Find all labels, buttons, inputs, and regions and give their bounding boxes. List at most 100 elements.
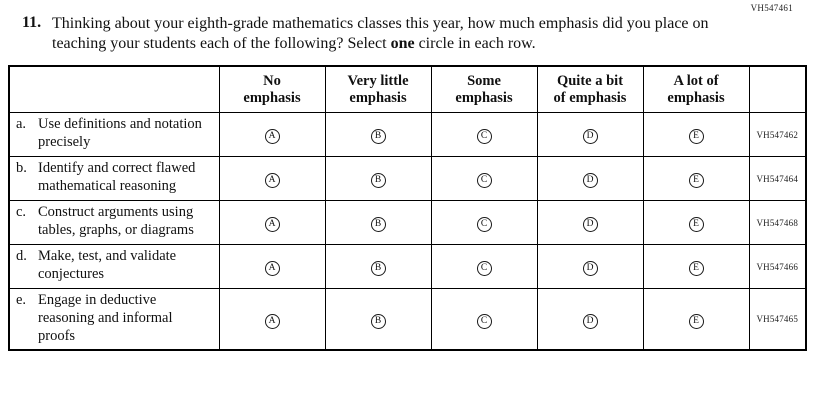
form-code-top-right: VH547461 bbox=[750, 3, 793, 13]
question-number: 11. bbox=[22, 14, 42, 31]
option-cell: A bbox=[218, 200, 326, 246]
option-cell: D bbox=[536, 288, 644, 351]
option-circle-b[interactable]: B bbox=[370, 217, 386, 233]
option-cell: A bbox=[218, 244, 326, 290]
option-circle-e[interactable]: E bbox=[688, 173, 704, 189]
header-line: emphasis bbox=[667, 89, 725, 106]
option-cell: C bbox=[430, 244, 538, 290]
row-code: VH547464 bbox=[748, 156, 807, 202]
option-cell: D bbox=[536, 200, 644, 246]
header-line: of emphasis bbox=[553, 89, 627, 106]
row-label-cell: e. Engage in deductive reasoning and inf… bbox=[8, 288, 220, 351]
option-cell: E bbox=[642, 288, 750, 351]
row-label-cell: c. Construct arguments using tables, gra… bbox=[8, 200, 220, 246]
row-letter: e. bbox=[16, 292, 27, 309]
row-code: VH547465 bbox=[748, 288, 807, 351]
option-cell: B bbox=[324, 244, 432, 290]
row-code: VH547462 bbox=[748, 112, 807, 158]
row-letter: b. bbox=[16, 160, 27, 177]
option-cell: C bbox=[430, 200, 538, 246]
option-cell: A bbox=[218, 156, 326, 202]
option-circle-a[interactable]: A bbox=[264, 129, 280, 145]
question-text-start: Thinking about your eighth-grade mathema… bbox=[52, 15, 709, 53]
header-line: Some bbox=[467, 72, 501, 89]
row-letter: a. bbox=[16, 116, 27, 133]
row-code: VH547468 bbox=[748, 200, 807, 246]
row-label: Engage in deductive reasoning and inform… bbox=[38, 292, 173, 344]
table-row-a: a. Use definitions and notation precisel… bbox=[8, 112, 807, 158]
option-cell: D bbox=[536, 244, 644, 290]
row-code: VH547466 bbox=[748, 244, 807, 290]
header-line: emphasis bbox=[455, 89, 513, 106]
question-text: Thinking about your eighth-grade mathema… bbox=[52, 14, 717, 55]
option-circle-c[interactable]: C bbox=[476, 173, 492, 189]
question-11: 11. Thinking about your eighth-grade mat… bbox=[0, 0, 813, 55]
row-label: Make, test, and validate conjectures bbox=[38, 248, 177, 282]
header-line: Very little bbox=[347, 72, 409, 89]
option-circle-d[interactable]: D bbox=[582, 313, 598, 329]
header-a-lot-of-emphasis: A lot of emphasis bbox=[642, 65, 750, 114]
option-circle-c[interactable]: C bbox=[476, 129, 492, 145]
option-cell: A bbox=[218, 288, 326, 351]
row-label: Identify and correct flawed mathematical… bbox=[38, 160, 196, 194]
header-line: Quite a bit bbox=[556, 72, 624, 89]
header-row: No emphasis Very little emphasis Some em… bbox=[8, 65, 807, 114]
header-line: emphasis bbox=[349, 89, 407, 106]
option-circle-b[interactable]: B bbox=[370, 261, 386, 277]
option-circle-e[interactable]: E bbox=[688, 261, 704, 277]
header-no-emphasis: No emphasis bbox=[218, 65, 326, 114]
header-corner-empty bbox=[8, 65, 220, 114]
option-circle-a[interactable]: A bbox=[264, 261, 280, 277]
option-circle-c[interactable]: C bbox=[476, 261, 492, 277]
option-cell: B bbox=[324, 200, 432, 246]
table-row-c: c. Construct arguments using tables, gra… bbox=[8, 200, 807, 246]
option-circle-b[interactable]: B bbox=[370, 129, 386, 145]
option-cell: E bbox=[642, 244, 750, 290]
option-circle-b[interactable]: B bbox=[370, 313, 386, 329]
option-cell: B bbox=[324, 112, 432, 158]
option-cell: B bbox=[324, 156, 432, 202]
header-line: No bbox=[263, 72, 281, 89]
option-cell: E bbox=[642, 200, 750, 246]
header-line: A lot of bbox=[673, 72, 719, 89]
table-row-d: d. Make, test, and validate conjectures … bbox=[8, 244, 807, 290]
option-circle-e[interactable]: E bbox=[688, 129, 704, 145]
row-label-cell: b. Identify and correct flawed mathemati… bbox=[8, 156, 220, 202]
option-circle-c[interactable]: C bbox=[476, 217, 492, 233]
row-label-cell: a. Use definitions and notation precisel… bbox=[8, 112, 220, 158]
question-text-bold-one: one bbox=[390, 35, 415, 53]
option-circle-a[interactable]: A bbox=[264, 217, 280, 233]
row-label-cell: d. Make, test, and validate conjectures bbox=[8, 244, 220, 290]
table-row-e: e. Engage in deductive reasoning and inf… bbox=[8, 288, 807, 351]
option-circle-c[interactable]: C bbox=[476, 313, 492, 329]
option-circle-e[interactable]: E bbox=[688, 217, 704, 233]
option-cell: C bbox=[430, 156, 538, 202]
option-cell: D bbox=[536, 112, 644, 158]
option-circle-d[interactable]: D bbox=[582, 173, 598, 189]
row-letter: c. bbox=[16, 204, 27, 221]
question-text-end: circle in each row. bbox=[414, 35, 536, 53]
table-row-b: b. Identify and correct flawed mathemati… bbox=[8, 156, 807, 202]
header-quite-a-bit-emphasis: Quite a bit of emphasis bbox=[536, 65, 644, 114]
option-circle-e[interactable]: E bbox=[688, 313, 704, 329]
option-cell: A bbox=[218, 112, 326, 158]
option-cell: E bbox=[642, 156, 750, 202]
header-line: emphasis bbox=[243, 89, 301, 106]
header-some-emphasis: Some emphasis bbox=[430, 65, 538, 114]
row-letter: d. bbox=[16, 248, 27, 265]
option-circle-d[interactable]: D bbox=[582, 217, 598, 233]
row-label: Construct arguments using tables, graphs… bbox=[38, 204, 194, 238]
option-circle-a[interactable]: A bbox=[264, 173, 280, 189]
option-circle-b[interactable]: B bbox=[370, 173, 386, 189]
option-circle-a[interactable]: A bbox=[264, 313, 280, 329]
header-very-little-emphasis: Very little emphasis bbox=[324, 65, 432, 114]
option-cell: B bbox=[324, 288, 432, 351]
option-circle-d[interactable]: D bbox=[582, 129, 598, 145]
option-cell: E bbox=[642, 112, 750, 158]
emphasis-matrix-table: No emphasis Very little emphasis Some em… bbox=[8, 64, 807, 352]
option-cell: C bbox=[430, 112, 538, 158]
header-code-empty bbox=[748, 65, 807, 114]
option-cell: C bbox=[430, 288, 538, 351]
option-circle-d[interactable]: D bbox=[582, 261, 598, 277]
row-label: Use definitions and notation precisely bbox=[38, 116, 202, 150]
